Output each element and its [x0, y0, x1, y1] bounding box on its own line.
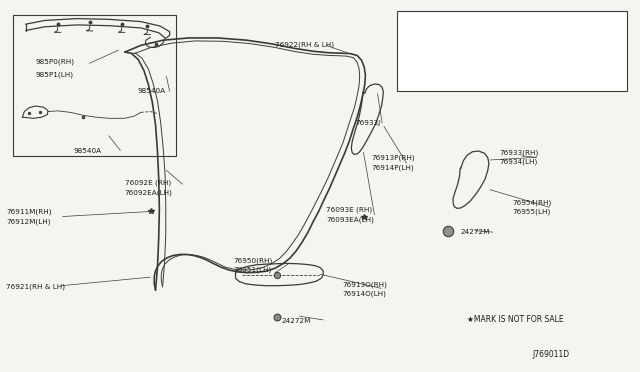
Text: 98540A: 98540A	[138, 88, 166, 94]
Text: 76092E (RH): 76092E (RH)	[125, 179, 171, 186]
Text: 76914P(LH): 76914P(LH)	[371, 164, 414, 171]
Text: 76934(LH): 76934(LH)	[499, 158, 538, 165]
Text: 76933(RH): 76933(RH)	[499, 149, 538, 156]
Text: 76093E (RH): 76093E (RH)	[326, 207, 372, 214]
Text: 24272M: 24272M	[282, 318, 311, 324]
Text: 24272M: 24272M	[461, 230, 490, 235]
Text: 76094E (RH): 76094E (RH)	[483, 21, 529, 28]
Text: 76954(RH): 76954(RH)	[512, 199, 551, 206]
Text: 76913O(RH): 76913O(RH)	[342, 281, 387, 288]
Text: 76955(LH): 76955(LH)	[512, 209, 550, 215]
Text: 76093EA(LH): 76093EA(LH)	[326, 216, 374, 223]
Text: 76950(RH): 76950(RH)	[234, 257, 273, 264]
Text: 76912M(LH): 76912M(LH)	[6, 218, 51, 225]
Text: 76094EC(LH): 76094EC(LH)	[483, 30, 531, 37]
Text: 76094ED(LH): 76094ED(LH)	[538, 73, 586, 80]
Text: 76914O(LH): 76914O(LH)	[342, 291, 387, 297]
Text: J769011D: J769011D	[532, 350, 570, 359]
Text: 76911M(RH): 76911M(RH)	[6, 209, 52, 215]
Text: 76094EE(LH): 76094EE(LH)	[403, 41, 451, 48]
Text: 76951(LH): 76951(LH)	[234, 266, 272, 273]
Text: 76094EB(RH): 76094EB(RH)	[403, 32, 452, 39]
FancyBboxPatch shape	[397, 11, 627, 91]
Text: 985P0(RH): 985P0(RH)	[35, 58, 74, 65]
Text: 76921(RH & LH): 76921(RH & LH)	[6, 283, 65, 290]
Text: 76913P(RH): 76913P(RH)	[371, 155, 415, 161]
Text: ★MARK IS NOT FOR SALE: ★MARK IS NOT FOR SALE	[467, 315, 564, 324]
Text: 76092EA(LH): 76092EA(LH)	[125, 189, 173, 196]
Text: 98540A: 98540A	[74, 148, 102, 154]
Text: 76922(RH & LH): 76922(RH & LH)	[275, 41, 334, 48]
Text: 76094EA(RH): 76094EA(RH)	[538, 64, 586, 70]
Text: 985P1(LH): 985P1(LH)	[35, 71, 73, 78]
Text: 76933J: 76933J	[355, 120, 380, 126]
